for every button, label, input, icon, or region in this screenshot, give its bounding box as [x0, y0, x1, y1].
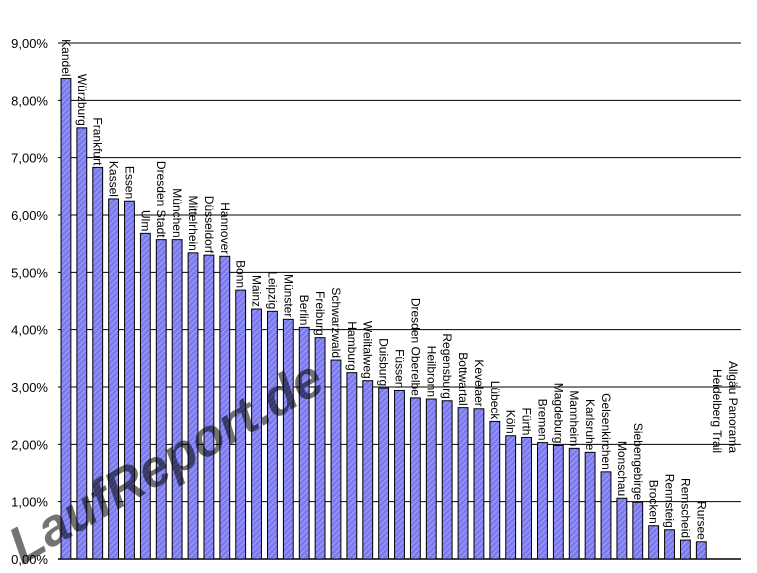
bar-label: Monschau — [615, 441, 629, 496]
bar — [330, 359, 342, 560]
bar-label: Münster — [281, 274, 295, 317]
bar-label: Weiltalweg — [361, 321, 375, 379]
bar — [505, 435, 517, 560]
bar — [155, 239, 167, 560]
bar-label: Karlsruhe — [583, 399, 597, 451]
bar — [124, 200, 135, 560]
bar — [441, 400, 453, 560]
bar — [695, 541, 707, 560]
bar-label: Remscheid — [678, 478, 692, 538]
bar — [664, 529, 675, 560]
bar-label: Dresden Oberelbe — [408, 298, 422, 396]
bar — [203, 254, 215, 560]
bar-label: Bremen — [535, 399, 549, 441]
bar — [346, 372, 358, 560]
bar-label: Magdeburg — [551, 383, 565, 444]
bar-label: Allgäu Panorama — [726, 361, 740, 453]
bar-label: Heilbronn — [424, 346, 438, 397]
bar — [473, 408, 485, 560]
bar-label: Ulm — [138, 210, 152, 231]
bar — [282, 318, 294, 560]
bar-label: Duisburg — [377, 338, 391, 386]
bar — [267, 310, 278, 560]
bars — [60, 78, 707, 560]
bar-label: Berlin — [297, 295, 311, 326]
bar — [552, 444, 564, 560]
bar-label: Würzburg — [75, 74, 89, 126]
bar-label: Dresden Stadt — [154, 161, 168, 238]
bar-label: Mannheim — [567, 390, 581, 446]
bar-label: Freiburg — [313, 291, 327, 336]
y-tick-label: 8,00% — [11, 93, 48, 108]
bar-label: Regensburg — [440, 333, 454, 398]
bar-label: Kassel — [107, 161, 121, 197]
y-axis-ticks: 0,00% 1,00% 2,00% 3,00% 4,00% 5,00% 6,00% 7,00%… — [11, 36, 48, 567]
bar-label: Lübeck — [488, 381, 502, 421]
bar — [600, 471, 612, 560]
bar — [362, 380, 374, 560]
y-tick-label: 4,00% — [11, 323, 48, 338]
bar-label: Hannover — [218, 202, 232, 254]
bar — [298, 326, 310, 560]
bar — [378, 387, 390, 560]
y-tick-label: 9,00% — [11, 36, 48, 51]
bar-label: Bonn — [234, 260, 248, 288]
bar — [632, 501, 644, 560]
bar — [394, 389, 405, 560]
bar — [489, 420, 501, 560]
bar-label: Siebengebirge — [631, 423, 645, 501]
bar-label: Gelsenkirchen — [599, 393, 613, 470]
bar-label: München — [170, 188, 184, 237]
bar — [219, 255, 231, 560]
y-tick-label: 2,00% — [11, 437, 48, 452]
bar-label: Rursee — [694, 501, 708, 540]
bar-label: Heidelberg Trail — [710, 369, 724, 453]
bar-label: Schwarzwald — [329, 287, 343, 358]
bar-label: Mainz — [250, 275, 264, 307]
bar — [409, 397, 421, 560]
bar — [314, 337, 326, 560]
bar — [171, 239, 183, 560]
y-tick-label: 3,00% — [11, 380, 48, 395]
bar-label: Frankfurt — [91, 117, 105, 166]
y-tick-label: 0,00% — [11, 552, 48, 567]
bar-label: Brocken — [647, 480, 661, 524]
bar-label: Köln — [504, 410, 518, 434]
bar — [584, 451, 596, 560]
bar-label: Rennsteig — [663, 474, 677, 528]
y-tick-label: 1,00% — [11, 495, 48, 510]
bar — [616, 497, 628, 560]
bar — [425, 398, 437, 560]
bar — [235, 289, 247, 560]
y-tick-label: 7,00% — [11, 151, 48, 166]
bar-label: Fürth — [520, 407, 534, 435]
bar — [92, 166, 104, 560]
y-tick-label: 6,00% — [11, 208, 48, 223]
bar — [457, 407, 469, 560]
bar — [521, 436, 532, 560]
y-tick-label: 5,00% — [11, 265, 48, 280]
bar-label: Kandel — [59, 39, 73, 76]
bar-label: Füssen — [393, 349, 407, 388]
bar — [76, 127, 88, 560]
bar-label: Kevelaer — [472, 359, 486, 406]
bar-label: Mittelrhein — [186, 195, 200, 250]
bar-label: Bottwartal — [456, 352, 470, 405]
bar-label: Essen — [122, 166, 136, 199]
bar — [568, 447, 580, 560]
bar — [60, 78, 72, 560]
bar — [139, 232, 151, 560]
bar — [187, 252, 199, 560]
bar-label: Düsseldorf — [202, 196, 216, 254]
bar-label: Leipzig — [265, 271, 279, 309]
bar — [108, 198, 120, 560]
bar — [679, 539, 691, 560]
bar — [648, 525, 660, 560]
bar — [537, 442, 548, 560]
bar-label: Hamburg — [345, 321, 359, 370]
bar — [251, 308, 262, 560]
